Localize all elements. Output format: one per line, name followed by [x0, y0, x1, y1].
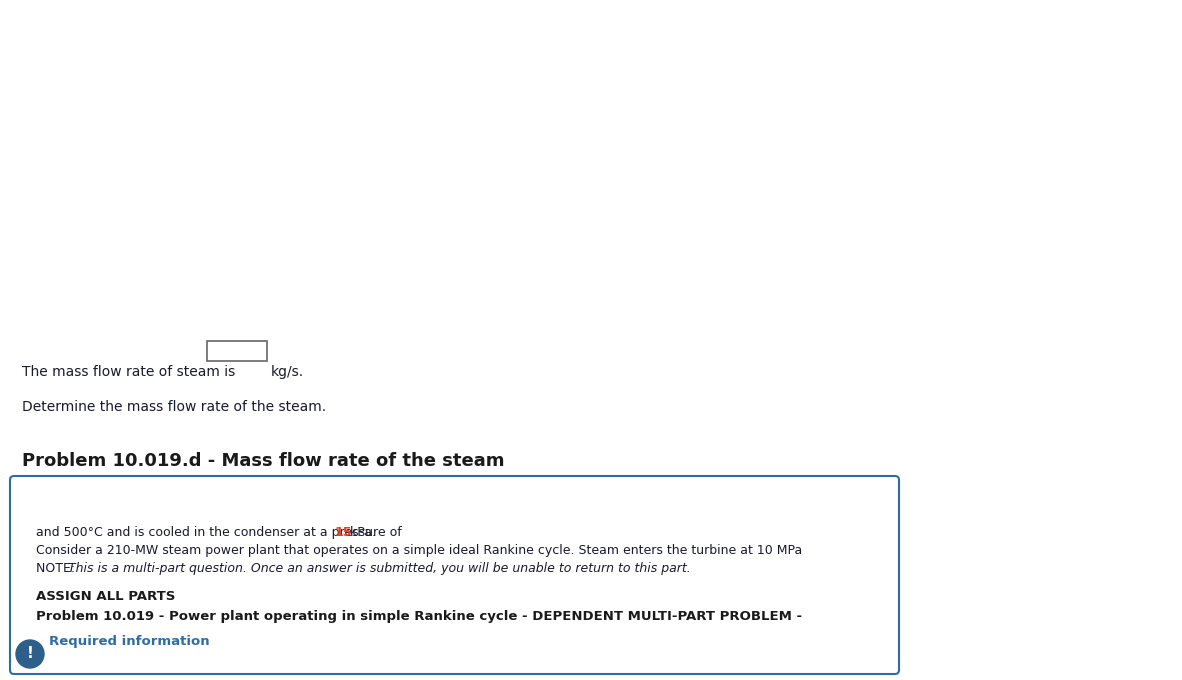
Text: !: ! [26, 647, 33, 662]
Text: NOTE:: NOTE: [35, 562, 79, 575]
Text: 15: 15 [335, 526, 352, 539]
Text: The mass flow rate of steam is: The mass flow rate of steam is [22, 365, 240, 379]
Text: ASSIGN ALL PARTS: ASSIGN ALL PARTS [35, 590, 175, 603]
Text: kPa.: kPa. [345, 526, 376, 539]
Text: Required information: Required information [48, 635, 209, 648]
Text: kg/s.: kg/s. [271, 365, 304, 379]
Text: Consider a 210-MW steam power plant that operates on a simple ideal Rankine cycl: Consider a 210-MW steam power plant that… [35, 544, 803, 557]
Bar [207, 341, 267, 361]
Text: Problem 10.019.d - Mass flow rate of the steam: Problem 10.019.d - Mass flow rate of the… [22, 452, 505, 470]
Text: This is a multi-part question. Once an answer is submitted, you will be unable t: This is a multi-part question. Once an a… [69, 562, 690, 575]
Text: Problem 10.019 - Power plant operating in simple Rankine cycle - DEPENDENT MULTI: Problem 10.019 - Power plant operating i… [35, 610, 803, 623]
Text: Determine the mass flow rate of the steam.: Determine the mass flow rate of the stea… [22, 400, 326, 414]
FancyBboxPatch shape [9, 476, 900, 674]
Text: and 500°C and is cooled in the condenser at a pressure of: and 500°C and is cooled in the condenser… [35, 526, 405, 539]
Circle shape [17, 640, 44, 668]
